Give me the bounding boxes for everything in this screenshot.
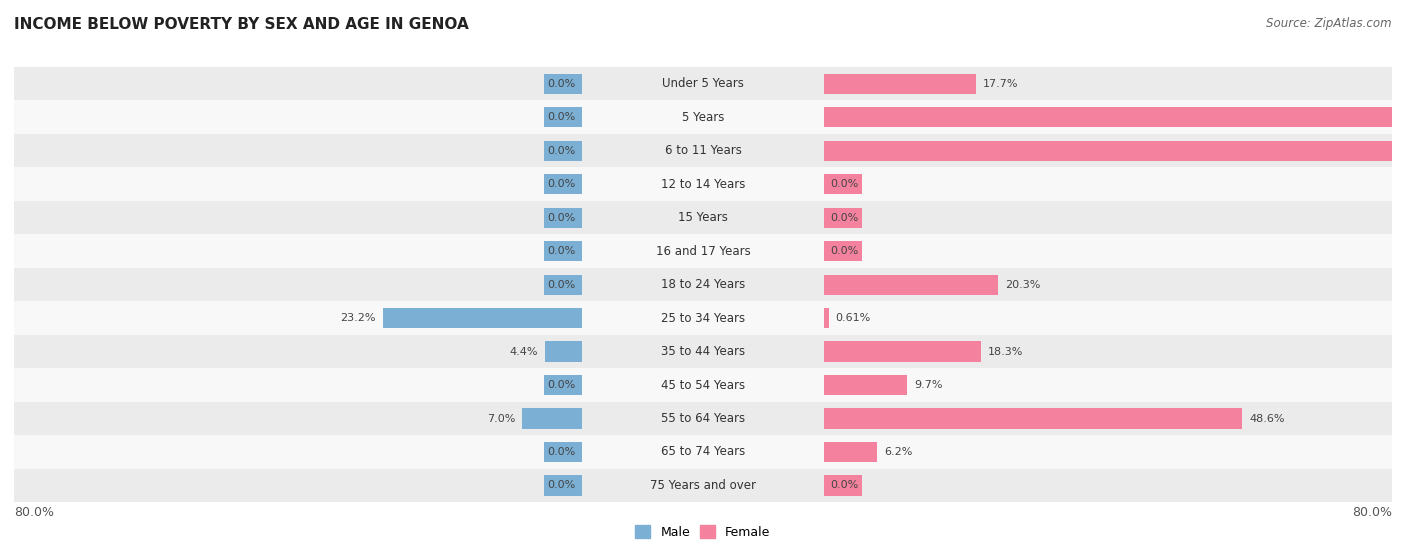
Text: 0.0%: 0.0%	[547, 213, 575, 223]
Text: 17.7%: 17.7%	[983, 79, 1018, 89]
Bar	[522, 408, 582, 429]
Bar	[14, 234, 1392, 268]
Bar	[544, 208, 582, 228]
Text: 35 to 44 Years: 35 to 44 Years	[661, 345, 745, 358]
Text: 80.0%: 80.0%	[14, 506, 53, 519]
Bar	[544, 275, 582, 295]
Bar	[14, 335, 1392, 368]
Text: 6 to 11 Years: 6 to 11 Years	[665, 144, 741, 157]
Text: 0.0%: 0.0%	[547, 280, 575, 290]
Bar	[544, 241, 582, 261]
Text: 0.0%: 0.0%	[547, 79, 575, 89]
Text: 0.61%: 0.61%	[835, 313, 870, 323]
Text: 0.0%: 0.0%	[831, 213, 859, 223]
Bar	[14, 402, 1392, 435]
Text: 48.6%: 48.6%	[1249, 413, 1285, 424]
Bar	[824, 107, 1406, 127]
Bar	[824, 308, 828, 328]
Bar	[824, 275, 998, 295]
Text: 0.0%: 0.0%	[831, 179, 859, 189]
Text: 75 Years and over: 75 Years and over	[650, 479, 756, 492]
Text: 4.4%: 4.4%	[509, 347, 537, 357]
Bar	[14, 100, 1392, 134]
Text: 5 Years: 5 Years	[682, 110, 724, 124]
Text: INCOME BELOW POVERTY BY SEX AND AGE IN GENOA: INCOME BELOW POVERTY BY SEX AND AGE IN G…	[14, 17, 468, 32]
Text: 0.0%: 0.0%	[831, 480, 859, 490]
Text: 16 and 17 Years: 16 and 17 Years	[655, 244, 751, 258]
Text: 0.0%: 0.0%	[547, 480, 575, 490]
Bar	[824, 174, 862, 194]
Bar	[14, 469, 1392, 502]
Text: 0.0%: 0.0%	[547, 179, 575, 189]
Legend: Male, Female: Male, Female	[630, 520, 776, 544]
Bar	[14, 435, 1392, 469]
Bar	[14, 368, 1392, 402]
Bar	[544, 375, 582, 395]
Bar	[824, 241, 862, 261]
Text: 45 to 54 Years: 45 to 54 Years	[661, 378, 745, 392]
Text: 18.3%: 18.3%	[988, 347, 1024, 357]
Text: 7.0%: 7.0%	[486, 413, 515, 424]
Text: 25 to 34 Years: 25 to 34 Years	[661, 311, 745, 325]
Text: 15 Years: 15 Years	[678, 211, 728, 224]
Text: 9.7%: 9.7%	[914, 380, 942, 390]
Bar	[824, 141, 1406, 161]
Text: 0.0%: 0.0%	[831, 246, 859, 256]
Text: 0.0%: 0.0%	[547, 380, 575, 390]
Text: 71.7%: 71.7%	[1399, 146, 1406, 156]
Bar	[544, 141, 582, 161]
Bar	[544, 475, 582, 496]
Text: 80.0%: 80.0%	[1353, 506, 1392, 519]
Bar	[824, 74, 976, 94]
Text: 65 to 74 Years: 65 to 74 Years	[661, 445, 745, 459]
Text: 23.2%: 23.2%	[340, 313, 375, 323]
Bar	[14, 167, 1392, 201]
Text: 18 to 24 Years: 18 to 24 Years	[661, 278, 745, 291]
Bar	[544, 107, 582, 127]
Bar	[14, 301, 1392, 335]
Text: 0.0%: 0.0%	[547, 112, 575, 122]
Bar	[14, 201, 1392, 234]
Bar	[14, 134, 1392, 167]
Text: 0.0%: 0.0%	[547, 447, 575, 457]
Bar	[824, 375, 907, 395]
Bar	[544, 442, 582, 462]
Bar	[824, 208, 862, 228]
Bar	[544, 74, 582, 94]
Text: Source: ZipAtlas.com: Source: ZipAtlas.com	[1267, 17, 1392, 30]
Text: 0.0%: 0.0%	[547, 246, 575, 256]
Text: 55 to 64 Years: 55 to 64 Years	[661, 412, 745, 425]
Bar	[824, 341, 981, 362]
Bar	[14, 268, 1392, 301]
Bar	[14, 67, 1392, 100]
Bar	[544, 341, 582, 362]
Bar	[824, 408, 1241, 429]
Text: 12 to 14 Years: 12 to 14 Years	[661, 177, 745, 191]
Text: Under 5 Years: Under 5 Years	[662, 77, 744, 90]
Bar	[824, 442, 877, 462]
Text: 6.2%: 6.2%	[884, 447, 912, 457]
Bar	[824, 475, 862, 496]
Bar	[382, 308, 582, 328]
Bar	[544, 174, 582, 194]
Text: 0.0%: 0.0%	[547, 146, 575, 156]
Text: 20.3%: 20.3%	[1005, 280, 1040, 290]
